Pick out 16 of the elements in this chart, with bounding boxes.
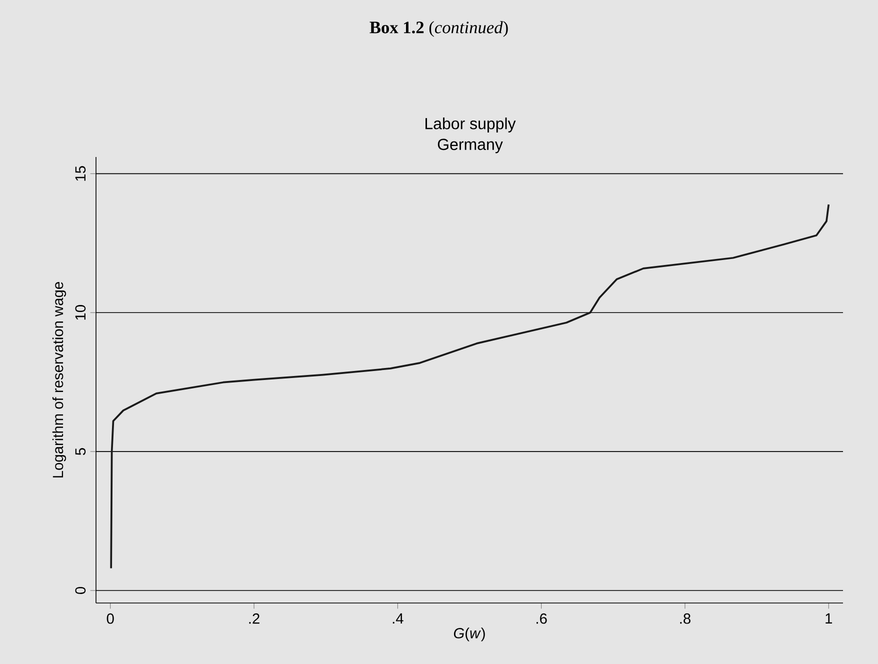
x-tick-label: 0 bbox=[106, 613, 114, 624]
x-tick-label: .8 bbox=[680, 613, 690, 624]
x-tick-label: .4 bbox=[392, 613, 404, 624]
y-tick-label: 10 bbox=[75, 305, 86, 320]
text: Box 1.2 (continued) bbox=[370, 21, 508, 37]
x-tick-label: .6 bbox=[536, 613, 547, 624]
chart-subtitle: Germany bbox=[438, 138, 503, 154]
y-axis-title: Logarithm of reservation wage bbox=[52, 282, 66, 478]
x-axis-title: G(w) bbox=[454, 628, 485, 642]
x-tick-label: .2 bbox=[249, 613, 260, 624]
y-tick-label: 15 bbox=[75, 166, 86, 181]
y-tick-label: 5 bbox=[75, 448, 86, 456]
chart-title: Labor supply bbox=[426, 118, 516, 132]
y-tick-label: 0 bbox=[75, 587, 86, 594]
line-series bbox=[110, 204, 830, 570]
x-tick-label: 1 bbox=[826, 613, 832, 624]
